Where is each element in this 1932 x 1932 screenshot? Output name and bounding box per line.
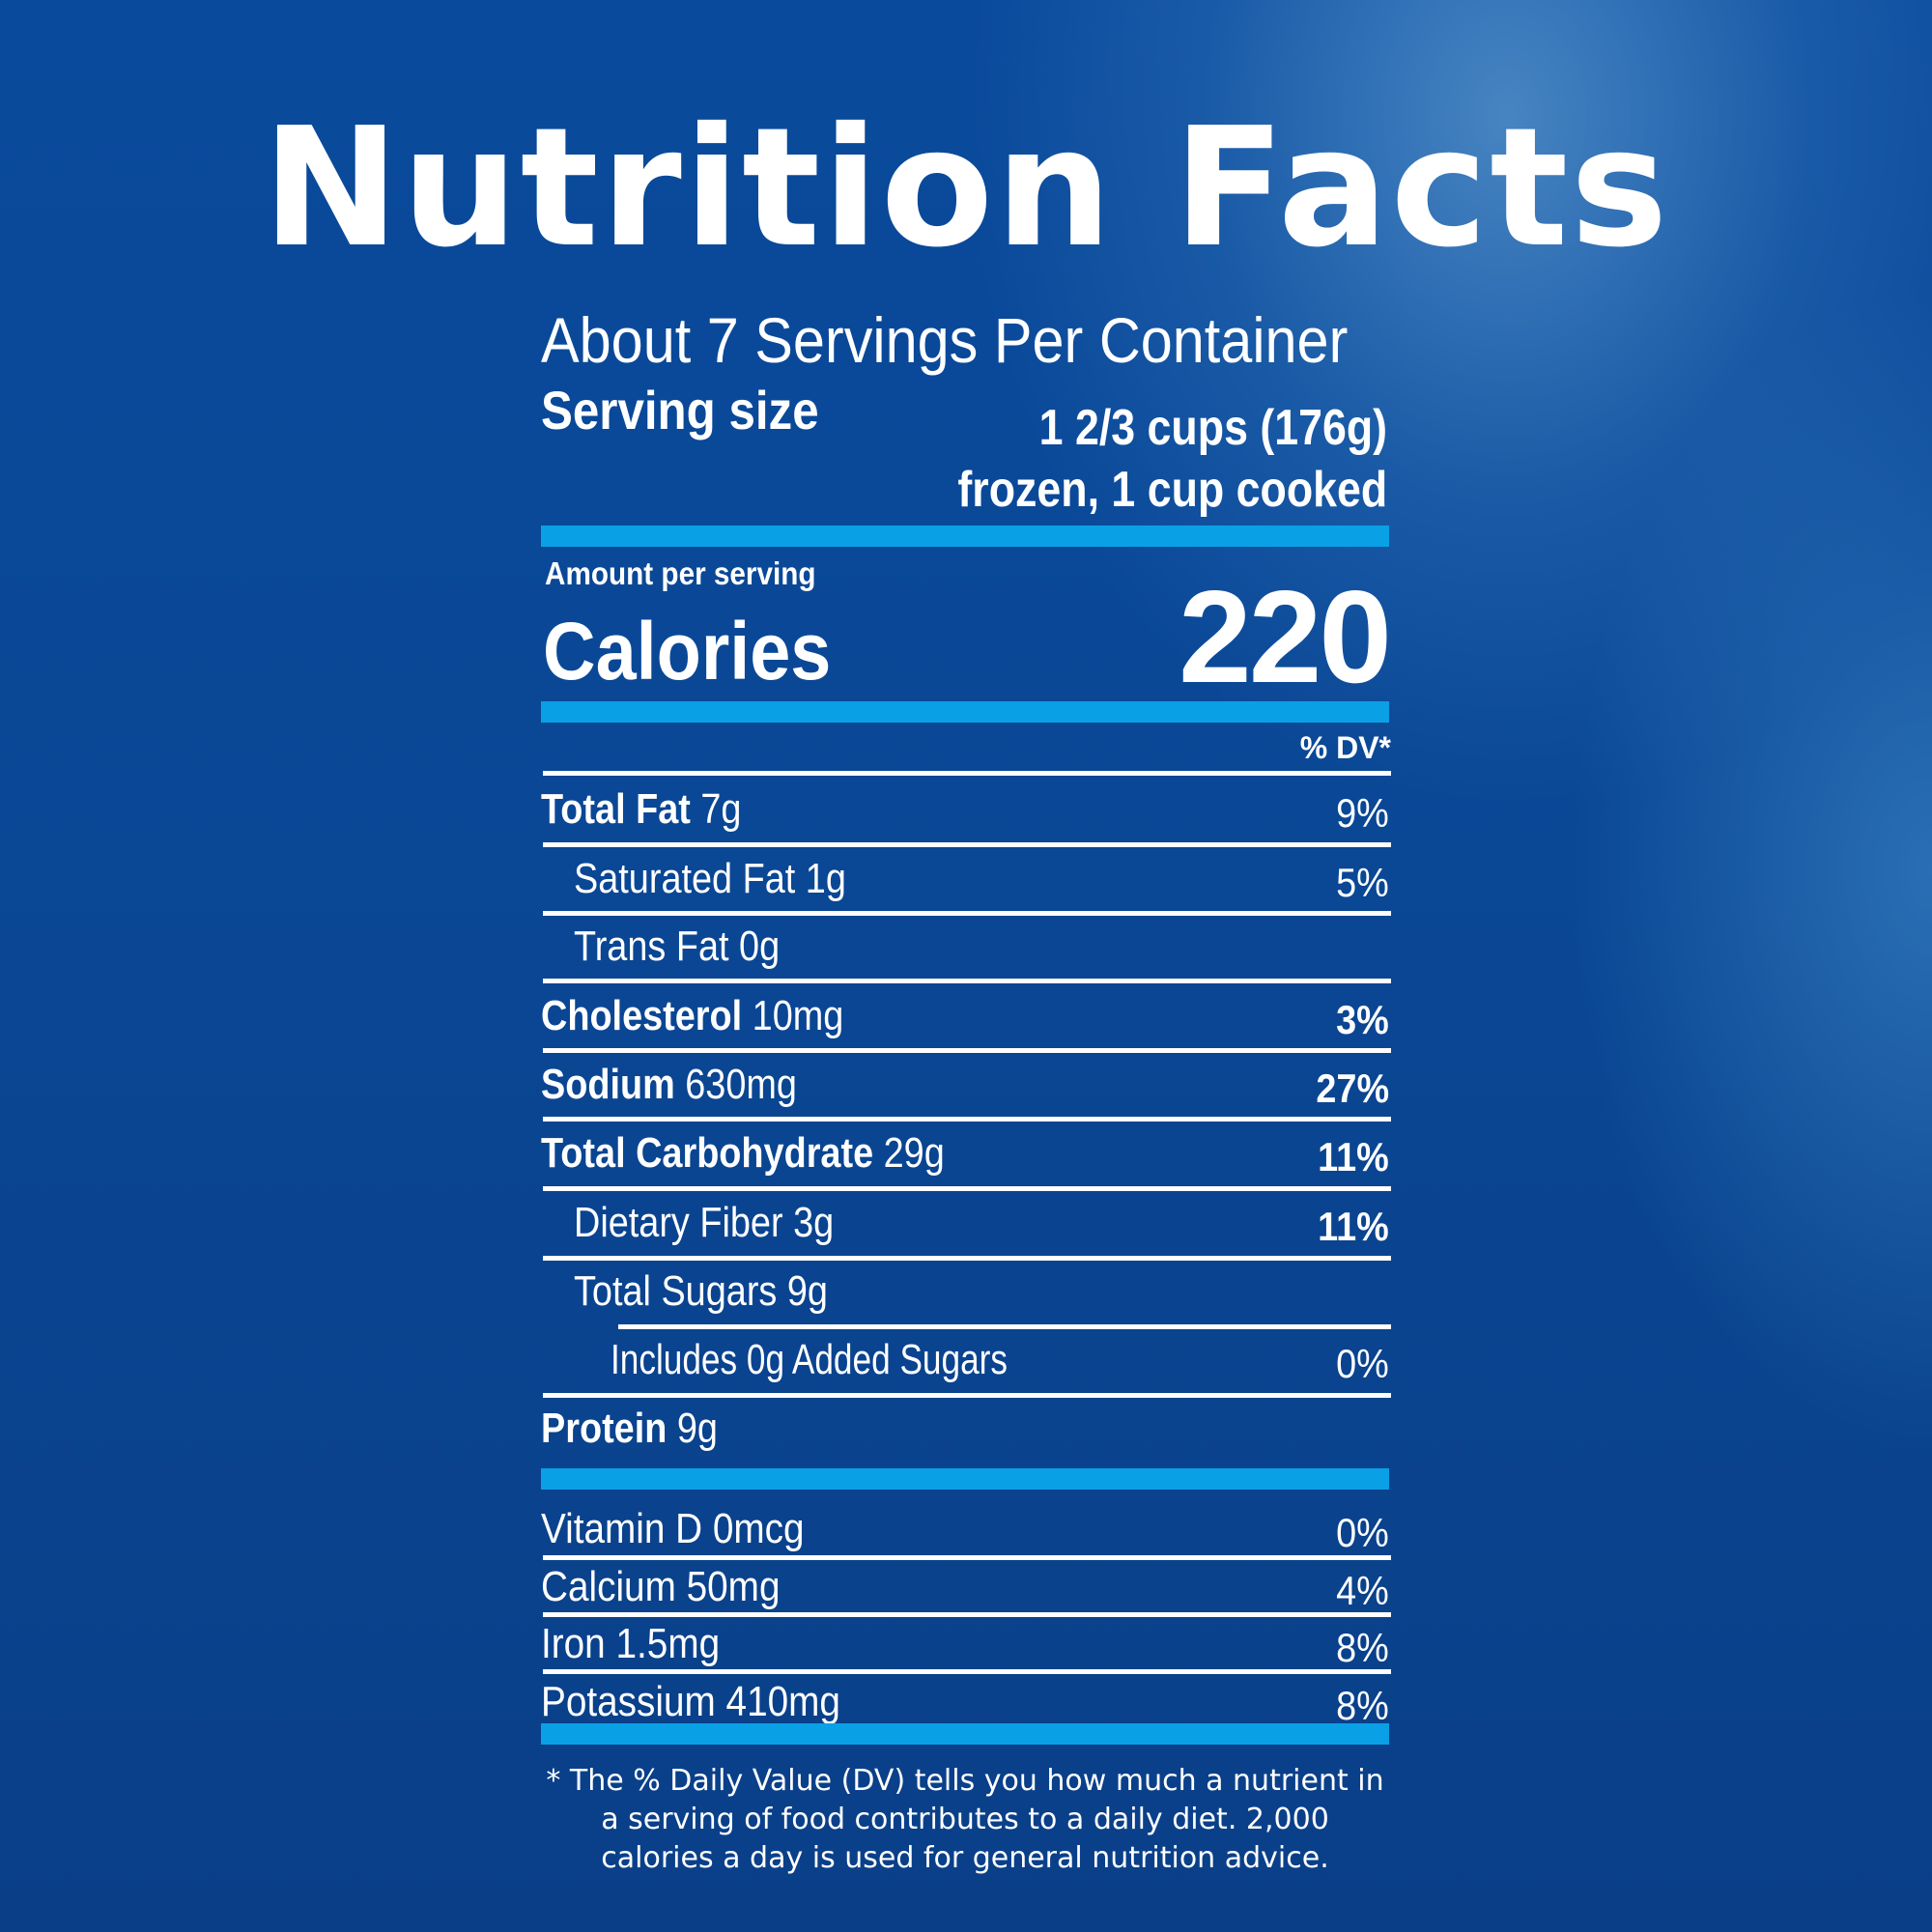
nutrient-amount: 3g [793, 1199, 835, 1246]
nutrient-amount: 1g [805, 855, 846, 902]
vitamin-name: Vitamin D [541, 1505, 703, 1552]
nutrient-amount: 7g [700, 785, 742, 833]
nutrient-amount: 9g [676, 1405, 718, 1452]
nutrient-row-sodium: Sodium 630mg 27% [541, 1056, 1389, 1114]
divider-bar-top [541, 526, 1389, 547]
serving-size-value: 1 2/3 cups (176g) [1038, 400, 1387, 456]
vitamin-amount: 1.5mg [615, 1620, 721, 1667]
dv-header: % DV* [1299, 730, 1391, 765]
calories-value: 220 [1179, 563, 1392, 710]
vitamin-amount: 410mg [725, 1678, 840, 1725]
divider-bar-bottom [541, 1723, 1389, 1745]
divider-bar-vitamins [541, 1468, 1389, 1490]
nutrient-dv: 5% [1336, 860, 1389, 905]
divider-bar-calories [541, 701, 1389, 723]
dv-footnote: * The % Daily Value (DV) tells you how m… [546, 1764, 1384, 1875]
vitamin-dv: 8% [1336, 1683, 1389, 1728]
vitamin-row-iron: Iron 1.5mg 8% [541, 1615, 1389, 1673]
vitamin-row-potassium: Potassium 410mg 8% [541, 1673, 1389, 1731]
divider-line [543, 1256, 1391, 1261]
nutrient-name: Saturated Fat [574, 855, 796, 902]
vitamin-row-calcium: Calcium 50mg 4% [541, 1558, 1389, 1616]
amount-per-serving: Amount per serving [545, 555, 816, 591]
nutrient-name: Cholesterol [541, 992, 743, 1039]
page-title: Nutrition Facts [262, 93, 1670, 284]
nutrient-row-added-sugars: Includes 0g Added Sugars 0% [541, 1331, 1389, 1389]
divider-line-indented [618, 1324, 1391, 1329]
nutrient-amount: 0g [739, 923, 781, 970]
divider-line [543, 842, 1391, 847]
divider-line [543, 1555, 1391, 1560]
nutrient-dv: 3% [1336, 997, 1389, 1042]
vitamin-row-vitamin-d: Vitamin D 0mcg 0% [541, 1500, 1389, 1558]
divider-line [543, 911, 1391, 916]
servings-per-container: About 7 Servings Per Container [541, 304, 1349, 376]
nutrient-dv: 11% [1318, 1204, 1389, 1249]
divider-line [543, 1117, 1391, 1122]
nutrient-amount: 9g [786, 1267, 828, 1315]
vitamin-name: Calcium [541, 1563, 676, 1610]
vitamin-name: Potassium [541, 1678, 716, 1725]
divider-line [543, 1612, 1391, 1617]
divider-line [543, 1393, 1391, 1398]
divider-line [543, 1186, 1391, 1191]
vitamin-dv: 0% [1336, 1510, 1389, 1555]
nutrient-dv: 9% [1336, 790, 1389, 836]
vitamin-dv: 4% [1336, 1568, 1389, 1613]
nutrient-row-dietary-fiber: Dietary Fiber 3g 11% [541, 1194, 1389, 1252]
divider-line [543, 771, 1391, 776]
vitamin-dv: 8% [1336, 1625, 1389, 1670]
nutrient-amount: 29g [883, 1129, 945, 1177]
nutrient-row-total-fat: Total Fat 7g 9% [541, 781, 1389, 838]
nutrient-name: Protein [541, 1405, 668, 1452]
nutrient-row-saturated-fat: Saturated Fat 1g 5% [541, 850, 1389, 908]
nutrient-name: Total Sugars [574, 1267, 778, 1315]
divider-line [543, 979, 1391, 983]
divider-line [543, 1048, 1391, 1053]
nutrient-name: Dietary Fiber [574, 1199, 783, 1246]
nutrient-row-protein: Protein 9g [541, 1400, 1389, 1458]
serving-size-value-line2: frozen, 1 cup cooked [957, 462, 1387, 518]
serving-size-label: Serving size [541, 380, 819, 440]
nutrient-amount: 630mg [685, 1061, 797, 1108]
nutrient-name: Trans Fat [574, 923, 729, 970]
nutrient-dv: 27% [1316, 1065, 1389, 1111]
nutrient-dv: 0% [1336, 1341, 1389, 1386]
nutrient-name: Total Carbohydrate [541, 1129, 874, 1177]
nutrient-row-total-sugars: Total Sugars 9g [541, 1263, 1389, 1321]
nutrient-dv: 11% [1318, 1134, 1389, 1179]
vitamin-amount: 50mg [686, 1563, 781, 1610]
nutrient-amount: 10mg [752, 992, 844, 1039]
nutrient-name: Sodium [541, 1061, 675, 1108]
vitamin-amount: 0mcg [712, 1505, 805, 1552]
nutrient-row-total-carbohydrate: Total Carbohydrate 29g 11% [541, 1124, 1389, 1182]
vitamin-name: Iron [541, 1620, 606, 1667]
nutrient-row-cholesterol: Cholesterol 10mg 3% [541, 987, 1389, 1045]
nutrient-row-trans-fat: Trans Fat 0g [541, 918, 1389, 976]
calories-label: Calories [543, 606, 832, 696]
nutrient-name: Total Fat [541, 785, 691, 833]
divider-line [543, 1669, 1391, 1674]
